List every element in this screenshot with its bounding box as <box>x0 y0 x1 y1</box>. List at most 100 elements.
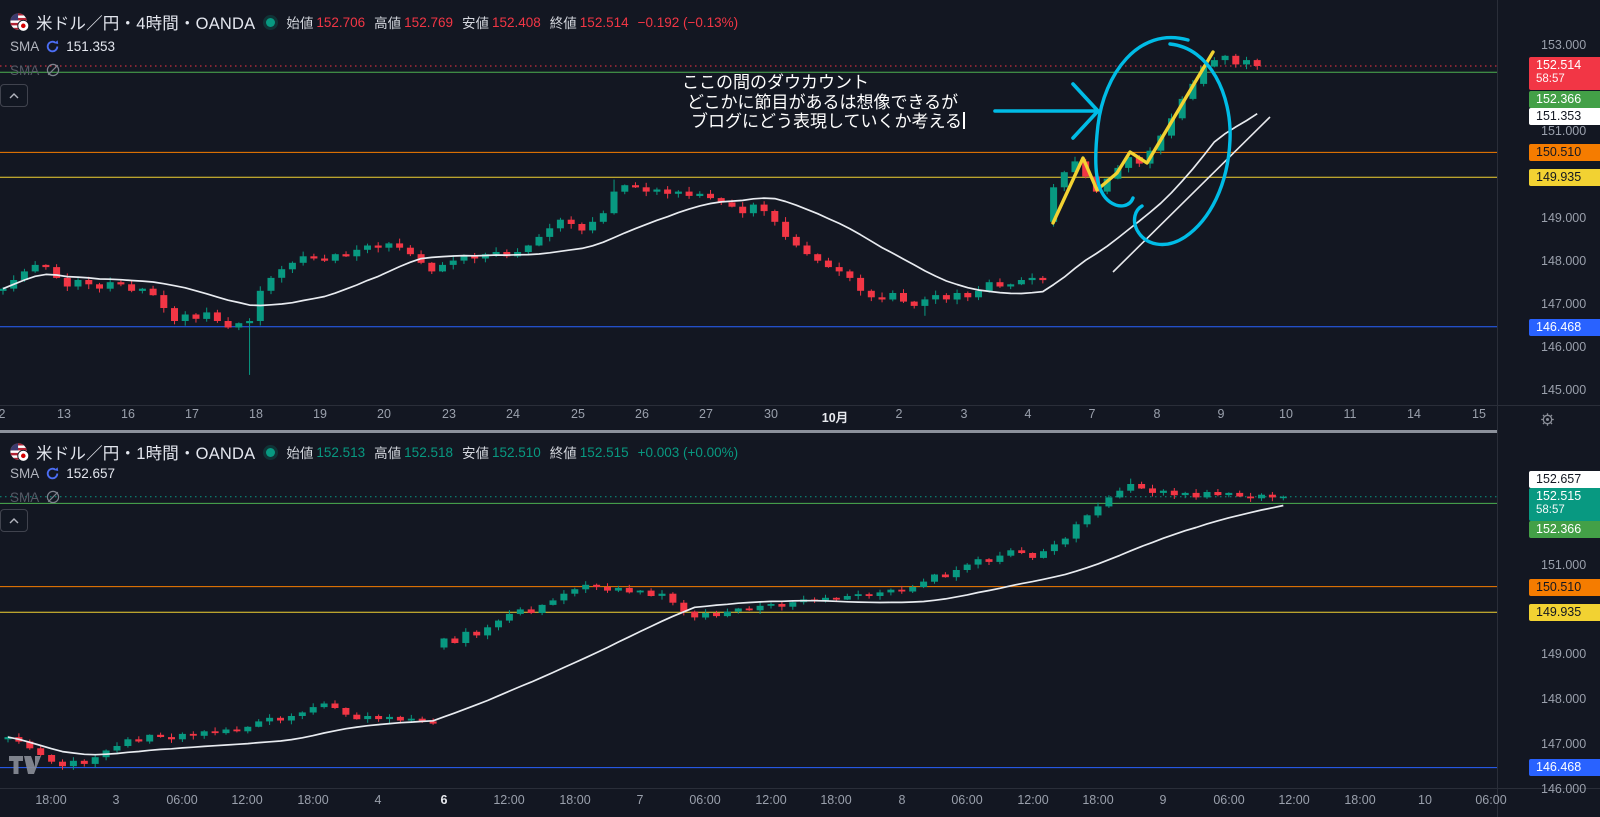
candle-body <box>1189 83 1197 99</box>
time-axis-label: 23 <box>442 407 456 421</box>
candle-body <box>429 721 437 724</box>
candle-body <box>604 587 611 591</box>
white-trendline <box>1112 116 1271 273</box>
price-label-badge: 146.468 <box>1529 759 1600 776</box>
eye-slash-icon[interactable] <box>45 489 61 505</box>
candle-body <box>1214 492 1222 496</box>
panel1-ohlc: 始値 152.706 高値 152.769 安値 152.408 終値 152.514 … <box>286 12 738 32</box>
candle-body <box>80 760 88 764</box>
candle-body <box>549 600 557 605</box>
candle-body <box>985 282 993 291</box>
close-label: 終値 <box>549 446 577 461</box>
axis-settings-gear-icon[interactable] <box>1540 412 1555 427</box>
candle-body <box>824 260 832 268</box>
time-axis-label: 12:00 <box>755 793 787 807</box>
candle-body <box>1210 60 1218 67</box>
price-axis-label: 151.000 <box>1541 558 1587 572</box>
price-axis-label: 145.000 <box>1541 383 1587 397</box>
candle-body <box>200 731 208 736</box>
candle-body <box>267 277 275 291</box>
panel2-legend-row[interactable]: 米ドル／円・1時間・OANDA 始値 152.513 高値 152.518 安値 15… <box>10 440 738 464</box>
candle-body <box>189 733 197 736</box>
time-axis-label: 7 <box>1088 407 1096 421</box>
candle-body <box>146 734 154 742</box>
annotation-line: ブログにどう表現していくか考える <box>682 112 965 132</box>
chevron-up-icon <box>9 517 19 523</box>
candle-body <box>887 589 895 593</box>
candle-body <box>1159 490 1167 493</box>
candle-body <box>364 716 372 720</box>
candle-body <box>20 271 28 280</box>
candle-body <box>203 312 211 319</box>
bar-countdown: 58:57 <box>1536 504 1565 516</box>
usdjpy-pair-icon <box>10 442 29 462</box>
candle-body <box>832 597 840 600</box>
open-label: 始値 <box>286 446 314 461</box>
price-axis-border <box>1497 0 1498 817</box>
panel2-ohlc: 始値 152.513 高値 152.518 安値 152.510 終値 152.515 … <box>286 442 738 462</box>
time-axis-label: 10月 <box>821 411 849 425</box>
candle-body <box>375 716 383 720</box>
time-axis-label: 7 <box>636 793 644 807</box>
price-label-badge: 150.510 <box>1529 579 1600 596</box>
time-axis-label: 9 <box>1159 793 1167 807</box>
panel1-symbol-title[interactable]: 米ドル／円・4時間・OANDA <box>36 15 256 33</box>
time-axis-label: 18:00 <box>1344 793 1376 807</box>
panel1-sma-row[interactable]: SMA 151.353 <box>10 39 115 54</box>
candle-body <box>342 708 350 715</box>
candle-body <box>4 737 12 740</box>
cyan-arrow-head <box>1071 82 1100 140</box>
candle-body <box>211 731 219 734</box>
price-label-badge: 152.366 <box>1529 521 1600 538</box>
candle-body <box>723 611 731 617</box>
candle-body <box>803 245 811 255</box>
bar-countdown: 58:57 <box>1536 73 1565 85</box>
candle-body <box>1082 161 1090 177</box>
candle-body <box>495 620 502 628</box>
candle-body <box>1138 484 1146 489</box>
candle-body <box>244 726 252 732</box>
time-axis-label: 19 <box>313 407 327 421</box>
tradingview-logo <box>9 756 41 774</box>
candle-body <box>168 737 175 740</box>
candle-body <box>63 277 71 287</box>
price-axis-label: 147.000 <box>1541 297 1587 311</box>
candle-body <box>1225 492 1233 496</box>
time-axis-label: 12:00 <box>231 793 263 807</box>
candle-body <box>255 721 263 727</box>
time-axis-label: 12:00 <box>1278 793 1310 807</box>
drawing-text-annotation[interactable]: ここの間のダウカウント どこかに節目があるは想像できるが ブログにどう表現してい… <box>682 73 965 132</box>
candle-body <box>407 718 415 721</box>
panel1-legend-row[interactable]: 米ドル／円・4時間・OANDA 始値 152.706 高値 152.769 安値 15… <box>10 10 738 34</box>
close-label: 終値 <box>549 16 577 31</box>
eye-slash-icon[interactable] <box>45 62 61 78</box>
panel1-sma-hidden-row[interactable]: SMA <box>10 62 61 78</box>
panel2-symbol-title[interactable]: 米ドル／円・1時間・OANDA <box>36 445 256 463</box>
candle-body <box>1221 55 1229 61</box>
candle-body <box>1094 506 1102 516</box>
candle-body <box>53 267 61 278</box>
candle-body <box>876 592 884 596</box>
panel2-sma-row[interactable]: SMA 152.657 <box>10 466 115 481</box>
candle-body <box>771 211 779 222</box>
candle-body <box>1039 277 1047 281</box>
time-axis-label: 9 <box>1217 407 1225 421</box>
candle-body <box>975 290 982 298</box>
candle-body <box>278 269 286 278</box>
time-axis-label: 27 <box>699 407 713 421</box>
candle-body <box>233 729 241 732</box>
time-axis-label: 18:00 <box>1082 793 1114 807</box>
panel2-sma-hidden-row[interactable]: SMA <box>10 489 61 505</box>
candle-body <box>37 748 45 755</box>
panel1-collapse-button[interactable] <box>0 84 28 107</box>
sma-hidden-label: SMA <box>10 489 40 505</box>
panel-divider-handle[interactable] <box>0 430 1497 433</box>
panel2-collapse-button[interactable] <box>0 509 28 532</box>
price-label-badge: 149.935 <box>1529 169 1600 186</box>
low-label: 安値 <box>461 16 489 31</box>
candle-body <box>178 733 186 740</box>
candle-body <box>647 590 655 596</box>
candle-body <box>664 189 672 194</box>
high-label: 高値 <box>374 16 402 31</box>
